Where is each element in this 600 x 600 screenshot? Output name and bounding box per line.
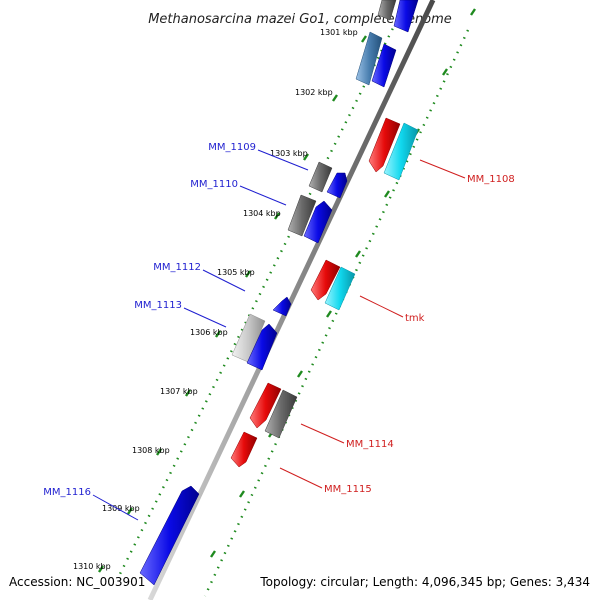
kbp-label: 1310 kbp xyxy=(73,562,111,571)
ruler-left-ticks xyxy=(98,35,367,573)
kbp-label: 1302 kbp xyxy=(295,88,333,97)
topology-text: Topology: circular; Length: 4,096,345 bp… xyxy=(259,575,590,589)
kbp-label: 1304 kbp xyxy=(243,209,281,218)
gene-label-MM_1113[interactable]: MM_1113 xyxy=(134,300,182,311)
gene-arrow-blue-MM_1116 xyxy=(139,485,200,586)
accession-text: Accession: NC_003901 xyxy=(9,575,145,589)
gene-label-MM_1108[interactable]: MM_1108 xyxy=(467,174,515,185)
gene-label-MM_1112[interactable]: MM_1112 xyxy=(153,262,201,273)
gene-arrow-red-MM_1108 xyxy=(368,117,401,173)
reverse-label-leaders xyxy=(279,159,466,489)
gene-arrow-gray-MM_1109 xyxy=(308,161,333,193)
gene-label-MM_1109[interactable]: MM_1109 xyxy=(208,142,256,153)
kbp-label: 1301 kbp xyxy=(320,28,358,37)
gene-label-MM_1116[interactable]: MM_1116 xyxy=(43,487,91,498)
kbp-label: 1305 kbp xyxy=(217,268,255,277)
kbp-scale: 1301 kbp 1302 kbp 1303 kbp 1304 kbp 1305… xyxy=(73,28,358,571)
gene-label-MM_1110[interactable]: MM_1110 xyxy=(190,179,238,190)
ruler-right xyxy=(203,29,470,597)
kbp-label: 1307 kbp xyxy=(160,387,198,396)
gene-arrow-blue-MM_1110 xyxy=(303,200,333,244)
genome-backbone xyxy=(147,0,436,600)
gene-arrow-cyan-MM_1108 xyxy=(383,122,419,181)
forward-label-leaders xyxy=(92,149,309,521)
gene-arrow-cyan-tmk xyxy=(324,266,356,311)
gene-arrow-red-MM_1114 xyxy=(249,382,282,429)
gene-arrow-blue-MM_1113 xyxy=(246,323,278,371)
gene-arrow-red-MM_1115 xyxy=(230,431,258,468)
genes-outer-track xyxy=(230,117,419,468)
genome-title: Methanosarcina mazei Go1, complete genom… xyxy=(148,12,452,27)
gene-arrow-blue xyxy=(393,0,419,33)
gene-arrow-blue-MM_1109 xyxy=(326,172,348,199)
kbp-label: 1308 kbp xyxy=(132,446,170,455)
gene-label-MM_1115[interactable]: MM_1115 xyxy=(324,484,372,495)
gene-arrow-gray-MM_1110 xyxy=(287,194,317,237)
gene-arrow-red-tmk xyxy=(310,259,341,301)
gene-arrow-gray xyxy=(377,0,397,21)
gene-arrow-blue xyxy=(371,43,397,88)
gene-arrow-steel xyxy=(355,31,383,86)
kbp-label: 1309 kbp xyxy=(102,504,140,513)
gene-label-MM_1114[interactable]: MM_1114 xyxy=(346,439,394,450)
genes-inner-track xyxy=(139,0,419,586)
kbp-label: 1303 kbp xyxy=(270,149,308,158)
gene-arrow-gray-MM_1114 xyxy=(264,389,298,439)
gene-label-tmk[interactable]: tmk xyxy=(405,313,425,324)
gene-arrow-blue-MM_1112 xyxy=(272,296,292,317)
kbp-label: 1306 kbp xyxy=(190,328,228,337)
